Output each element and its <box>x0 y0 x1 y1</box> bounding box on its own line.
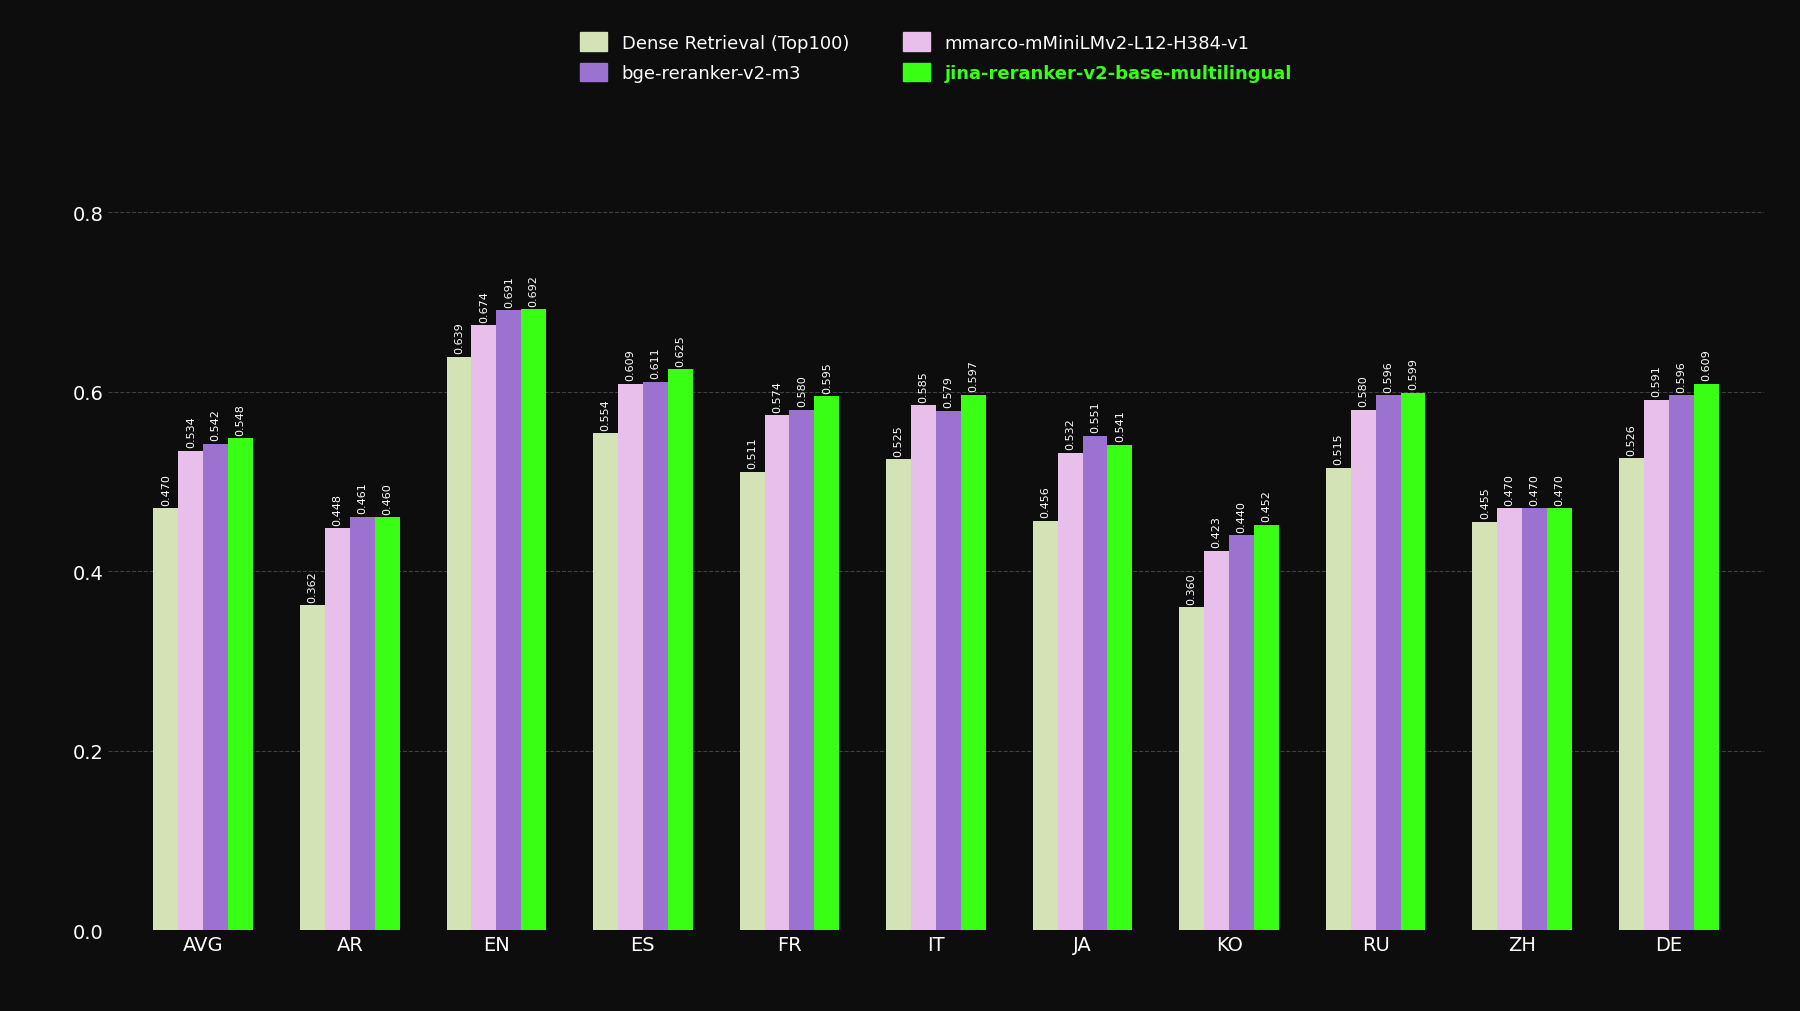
Bar <box>617 384 643 930</box>
Text: 0.440: 0.440 <box>1237 500 1247 532</box>
Text: 0.591: 0.591 <box>1651 365 1661 397</box>
Text: 0.691: 0.691 <box>504 276 513 307</box>
Text: 0.470: 0.470 <box>1530 473 1539 506</box>
Bar <box>1523 509 1548 930</box>
Text: 0.585: 0.585 <box>918 371 929 402</box>
Text: 0.548: 0.548 <box>236 403 245 436</box>
Text: 0.580: 0.580 <box>797 375 806 406</box>
Bar <box>178 452 203 930</box>
Bar <box>1255 525 1280 930</box>
Bar <box>1498 509 1523 930</box>
Bar <box>790 410 814 930</box>
Bar <box>1033 522 1058 930</box>
Bar <box>1058 453 1082 930</box>
Bar <box>886 460 911 930</box>
Text: 0.596: 0.596 <box>1382 361 1393 392</box>
Bar <box>153 509 178 930</box>
Text: 0.551: 0.551 <box>1091 401 1100 433</box>
Bar <box>911 405 936 930</box>
Legend: Dense Retrieval (Top100), bge-reranker-v2-m3, mmarco-mMiniLMv2-L12-H384-v1, jina: Dense Retrieval (Top100), bge-reranker-v… <box>571 24 1301 92</box>
Text: 0.625: 0.625 <box>675 335 686 366</box>
Bar <box>936 411 961 930</box>
Text: 0.579: 0.579 <box>943 376 954 407</box>
Bar <box>765 416 790 930</box>
Bar <box>1618 459 1643 930</box>
Bar <box>1375 396 1400 930</box>
Bar <box>1350 410 1375 930</box>
Bar <box>446 358 472 930</box>
Bar <box>1643 400 1669 930</box>
Text: 0.455: 0.455 <box>1480 487 1490 519</box>
Text: 0.599: 0.599 <box>1408 358 1418 390</box>
Bar <box>203 445 229 930</box>
Text: 0.597: 0.597 <box>968 360 979 391</box>
Text: 0.692: 0.692 <box>529 275 538 306</box>
Text: 0.470: 0.470 <box>160 473 171 506</box>
Bar <box>1204 551 1229 930</box>
Bar <box>1694 384 1719 930</box>
Bar <box>592 434 617 930</box>
Text: 0.574: 0.574 <box>772 380 781 412</box>
Text: 0.554: 0.554 <box>601 398 610 430</box>
Text: 0.456: 0.456 <box>1040 486 1049 518</box>
Text: 0.542: 0.542 <box>211 409 221 441</box>
Text: 0.360: 0.360 <box>1186 572 1197 604</box>
Bar <box>1669 396 1694 930</box>
Text: 0.609: 0.609 <box>625 349 635 381</box>
Text: 0.611: 0.611 <box>650 348 661 379</box>
Bar <box>1107 445 1132 930</box>
Bar <box>1400 393 1426 930</box>
Text: 0.595: 0.595 <box>823 362 832 393</box>
Bar <box>1229 536 1255 930</box>
Bar <box>1472 523 1498 930</box>
Text: 0.515: 0.515 <box>1334 434 1343 465</box>
Bar <box>1327 469 1350 930</box>
Text: 0.511: 0.511 <box>747 437 758 469</box>
Bar <box>497 311 522 930</box>
Bar <box>1082 437 1107 930</box>
Bar <box>522 310 545 930</box>
Text: 0.596: 0.596 <box>1676 361 1687 392</box>
Bar <box>1179 608 1204 930</box>
Text: 0.452: 0.452 <box>1262 489 1271 522</box>
Bar <box>740 472 765 930</box>
Bar <box>229 439 254 930</box>
Text: 0.470: 0.470 <box>1555 473 1564 506</box>
Text: 0.423: 0.423 <box>1211 516 1222 548</box>
Text: 0.639: 0.639 <box>454 323 464 354</box>
Bar <box>349 517 374 930</box>
Text: 0.461: 0.461 <box>356 481 367 514</box>
Text: 0.526: 0.526 <box>1627 424 1636 455</box>
Bar <box>374 518 400 930</box>
Bar <box>472 327 497 930</box>
Bar <box>814 397 839 930</box>
Bar <box>643 382 668 930</box>
Text: 0.541: 0.541 <box>1114 410 1125 442</box>
Text: 0.674: 0.674 <box>479 291 490 323</box>
Bar <box>324 529 349 930</box>
Text: 0.448: 0.448 <box>333 493 342 525</box>
Text: 0.460: 0.460 <box>382 482 392 515</box>
Text: 0.580: 0.580 <box>1359 375 1368 406</box>
Bar <box>301 606 324 930</box>
Bar <box>1548 509 1571 930</box>
Text: 0.470: 0.470 <box>1505 473 1516 506</box>
Bar <box>668 370 693 930</box>
Text: 0.534: 0.534 <box>185 417 196 448</box>
Text: 0.362: 0.362 <box>308 570 317 603</box>
Bar <box>961 395 986 930</box>
Text: 0.609: 0.609 <box>1701 349 1712 381</box>
Text: 0.532: 0.532 <box>1066 419 1075 450</box>
Text: 0.525: 0.525 <box>893 425 904 456</box>
